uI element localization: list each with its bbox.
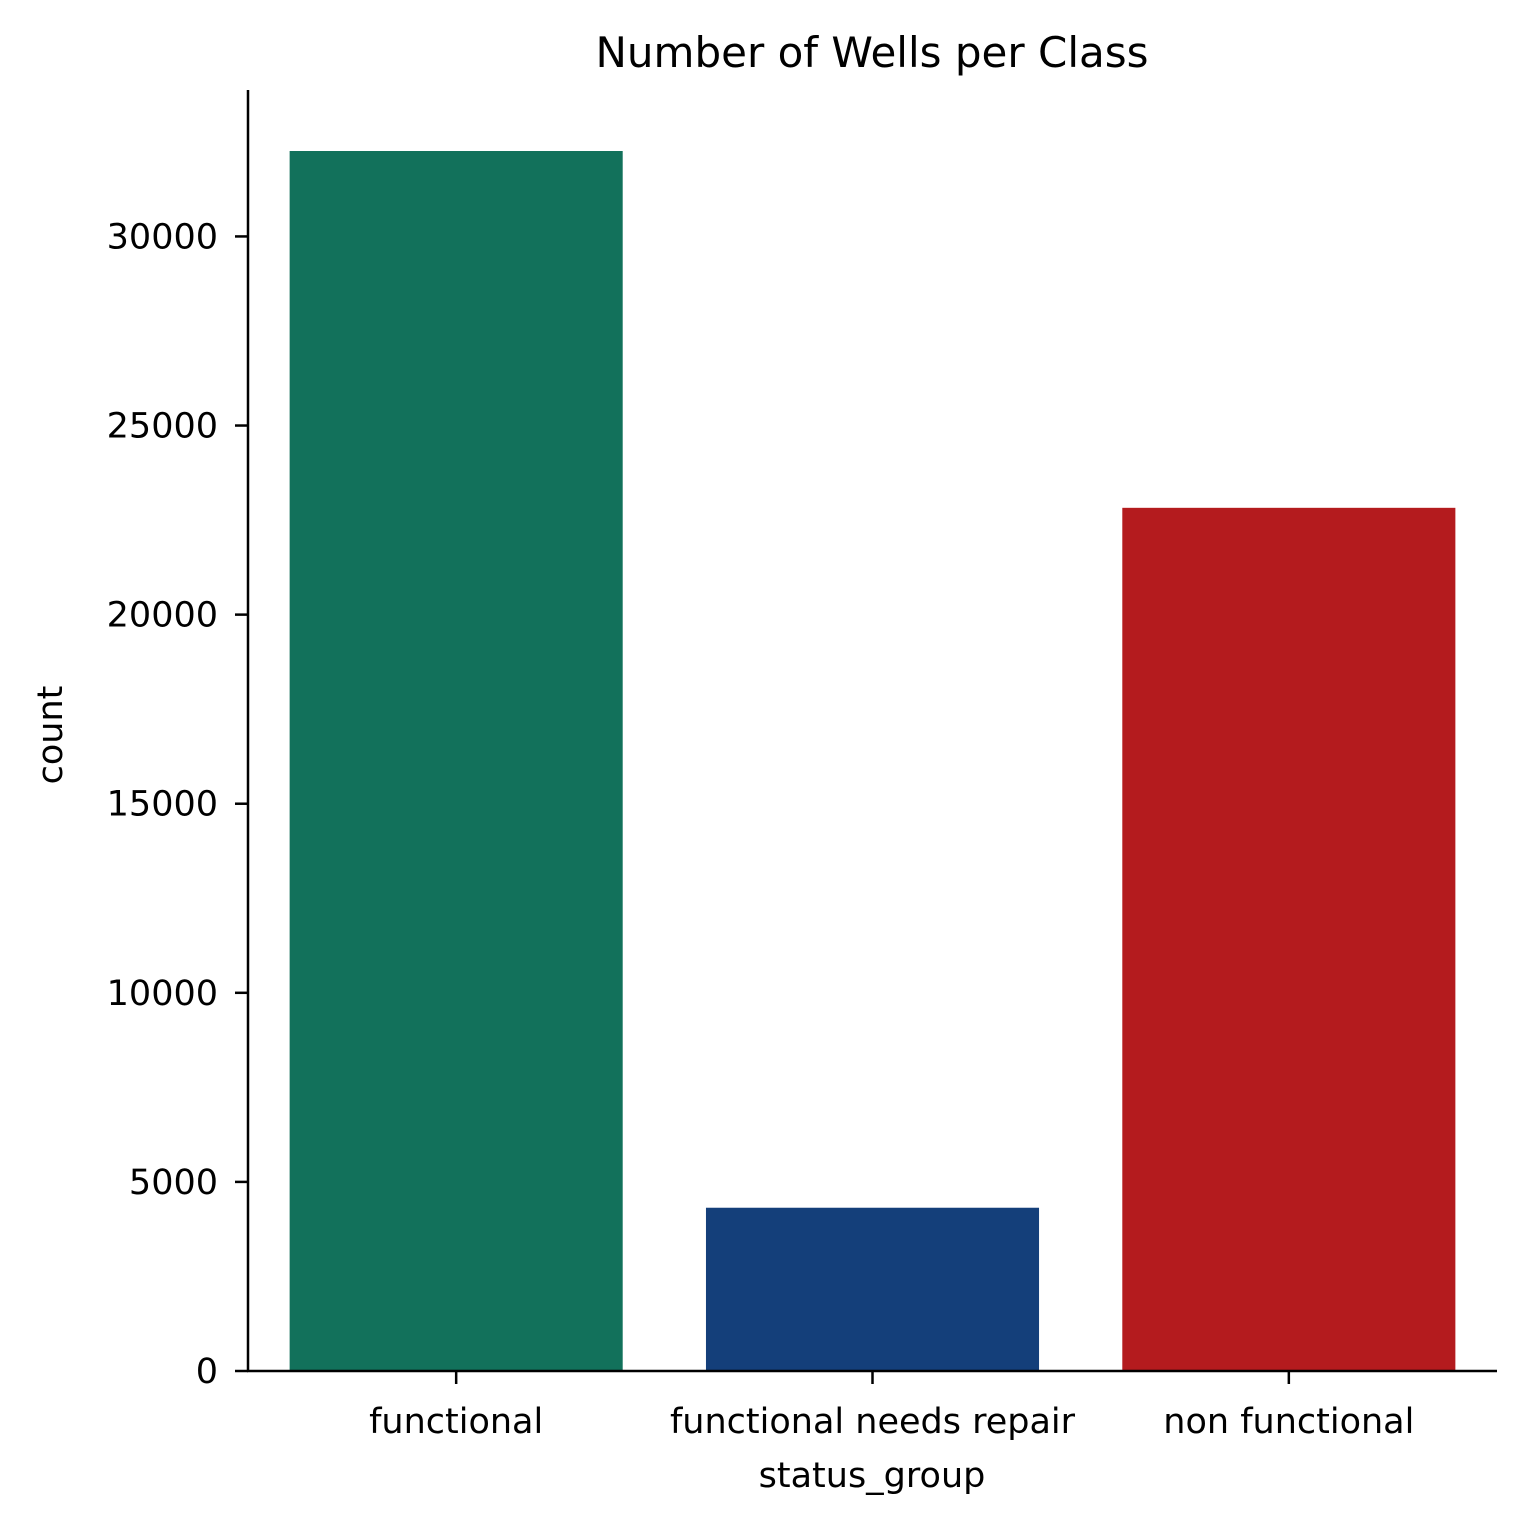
x-tick-label-non-functional: non functional — [1163, 1402, 1414, 1442]
y-tick-label-5000: 5000 — [129, 1163, 218, 1203]
x-axis-ticks: functional functional needs repair non fun… — [369, 1371, 1414, 1442]
y-axis-ticks: 0 5000 10000 15000 20000 25000 30000 — [107, 217, 248, 1392]
y-axis-label: count — [31, 686, 71, 785]
y-tick-label-10000: 10000 — [107, 974, 218, 1014]
y-tick-label-15000: 15000 — [107, 785, 218, 825]
chart-title: Number of Wells per Class — [596, 28, 1149, 77]
bar-functional-needs-repair — [705, 1207, 1040, 1371]
bar-non-functional — [1122, 507, 1456, 1371]
x-tick-label-functional: functional — [369, 1402, 543, 1442]
y-tick-label-0: 0 — [196, 1352, 218, 1392]
y-tick-label-25000: 25000 — [107, 407, 218, 447]
y-tick-label-20000: 20000 — [107, 596, 218, 636]
x-axis-label: status_group — [759, 1456, 986, 1496]
bars-group — [289, 151, 1456, 1371]
y-tick-label-30000: 30000 — [107, 217, 218, 257]
x-tick-label-functional-needs-repair: functional needs repair — [670, 1402, 1076, 1442]
bar-functional — [289, 151, 623, 1371]
